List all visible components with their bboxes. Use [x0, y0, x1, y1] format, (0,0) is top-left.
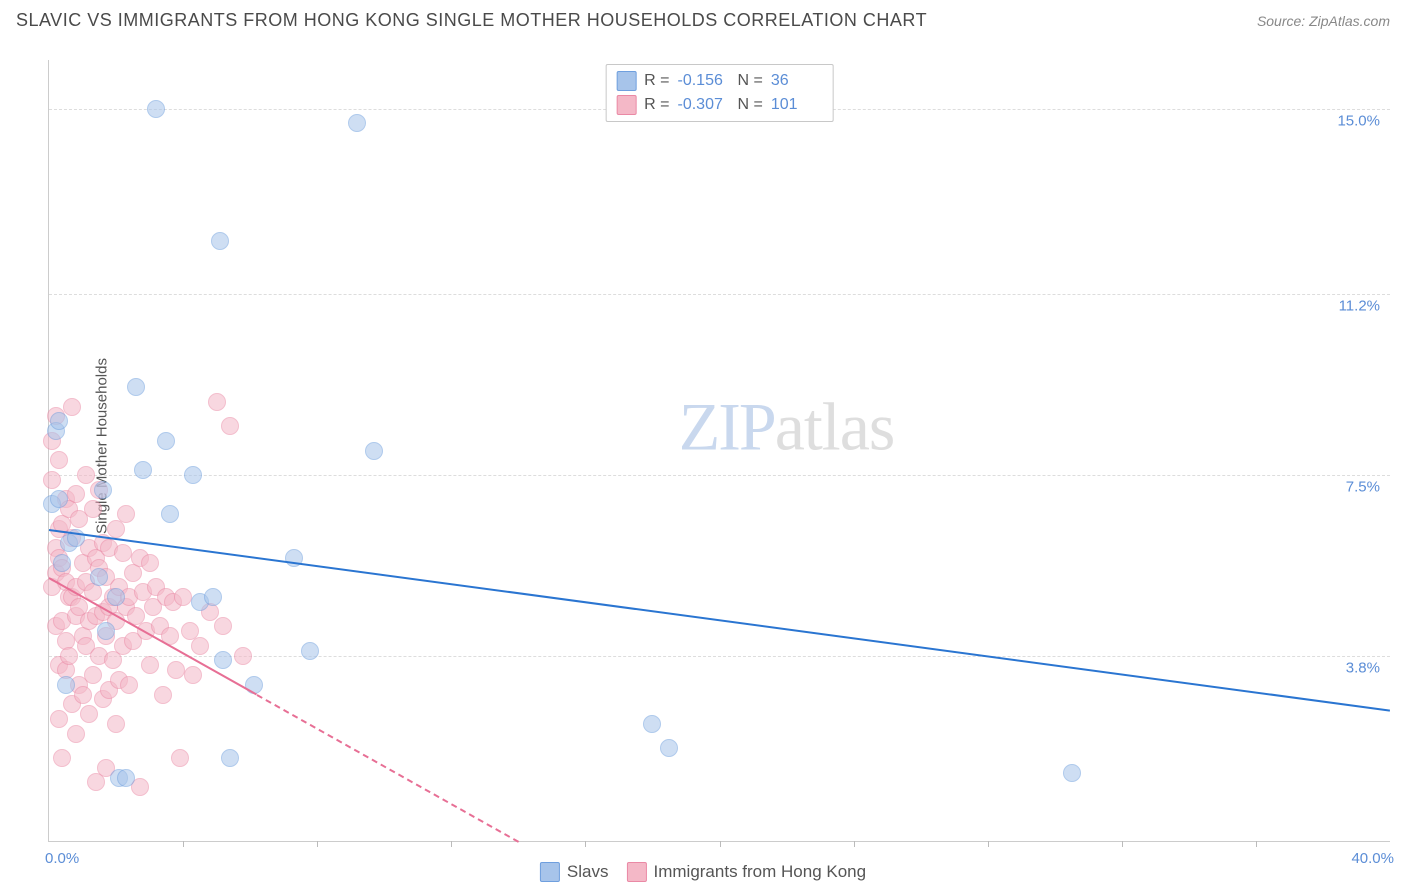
data-point [50, 490, 68, 508]
data-point [214, 651, 232, 669]
x-axis-max-label: 40.0% [1351, 850, 1394, 867]
data-point [84, 666, 102, 684]
x-tick [988, 841, 989, 847]
data-point [94, 481, 112, 499]
legend-label-slavs: Slavs [567, 862, 609, 882]
data-point [301, 642, 319, 660]
data-point [67, 485, 85, 503]
data-point [214, 617, 232, 635]
y-tick-label: 7.5% [1346, 478, 1380, 495]
data-point [157, 432, 175, 450]
data-point [174, 588, 192, 606]
data-point [184, 666, 202, 684]
correlation-stats-box: R = -0.156 N = 36 R = -0.307 N = 101 [605, 64, 834, 122]
legend-swatch-slavs [540, 862, 560, 882]
chart-title: SLAVIC VS IMMIGRANTS FROM HONG KONG SING… [16, 10, 927, 31]
data-point [90, 568, 108, 586]
legend-item-hk: Immigrants from Hong Kong [626, 862, 866, 882]
data-point [365, 442, 383, 460]
x-tick [183, 841, 184, 847]
data-point [107, 715, 125, 733]
stats-n-value-slavs: 36 [771, 69, 823, 93]
x-tick [317, 841, 318, 847]
stats-n-label: N = [738, 69, 763, 93]
data-point [117, 769, 135, 787]
data-point [171, 749, 189, 767]
data-point [127, 378, 145, 396]
data-point [97, 622, 115, 640]
stats-r-value-hk: -0.307 [678, 93, 730, 117]
data-point [141, 656, 159, 674]
data-point [80, 705, 98, 723]
bottom-legend: Slavs Immigrants from Hong Kong [540, 862, 866, 882]
data-point [107, 588, 125, 606]
data-point [348, 114, 366, 132]
watermark-zip: ZIP [679, 389, 775, 465]
swatch-slavs [616, 71, 636, 91]
data-point [63, 398, 81, 416]
data-point [74, 686, 92, 704]
data-point [114, 544, 132, 562]
data-point [53, 749, 71, 767]
data-point [660, 739, 678, 757]
data-point [84, 500, 102, 518]
data-point [643, 715, 661, 733]
x-tick [585, 841, 586, 847]
scatter-chart: ZIPatlas R = -0.156 N = 36 R = -0.307 N … [48, 60, 1390, 842]
data-point [134, 461, 152, 479]
x-tick [1256, 841, 1257, 847]
data-point [234, 647, 252, 665]
legend-label-hk: Immigrants from Hong Kong [653, 862, 866, 882]
x-tick [720, 841, 721, 847]
x-axis-min-label: 0.0% [45, 850, 79, 867]
data-point [147, 100, 165, 118]
data-point [221, 749, 239, 767]
data-point [60, 647, 78, 665]
data-point [221, 417, 239, 435]
data-point [167, 661, 185, 679]
data-point [191, 637, 209, 655]
stats-row-slavs: R = -0.156 N = 36 [616, 69, 823, 93]
data-point [117, 505, 135, 523]
data-point [50, 412, 68, 430]
data-point [120, 676, 138, 694]
legend-item-slavs: Slavs [540, 862, 609, 882]
data-point [67, 725, 85, 743]
data-point [50, 451, 68, 469]
stats-n-label: N = [738, 93, 763, 117]
gridline [49, 294, 1390, 295]
data-point [161, 505, 179, 523]
chart-source: Source: ZipAtlas.com [1257, 13, 1390, 29]
data-point [184, 466, 202, 484]
data-point [57, 676, 75, 694]
trend-line-dashed [256, 694, 518, 843]
data-point [208, 393, 226, 411]
x-tick [854, 841, 855, 847]
y-tick-label: 11.2% [1339, 298, 1380, 315]
gridline [49, 475, 1390, 476]
stats-r-label: R = [644, 69, 669, 93]
data-point [1063, 764, 1081, 782]
data-point [204, 588, 222, 606]
data-point [50, 710, 68, 728]
data-point [53, 554, 71, 572]
data-point [154, 686, 172, 704]
stats-r-label: R = [644, 93, 669, 117]
x-tick [1122, 841, 1123, 847]
stats-n-value-hk: 101 [771, 93, 823, 117]
stats-r-value-slavs: -0.156 [678, 69, 730, 93]
chart-header: SLAVIC VS IMMIGRANTS FROM HONG KONG SING… [0, 0, 1406, 37]
legend-swatch-hk [626, 862, 646, 882]
data-point [43, 471, 61, 489]
x-tick [451, 841, 452, 847]
watermark: ZIPatlas [679, 388, 895, 467]
data-point [211, 232, 229, 250]
data-point [77, 466, 95, 484]
data-point [141, 554, 159, 572]
stats-row-hk: R = -0.307 N = 101 [616, 93, 823, 117]
swatch-hk [616, 95, 636, 115]
y-tick-label: 15.0% [1337, 112, 1380, 129]
watermark-atlas: atlas [775, 389, 895, 465]
y-tick-label: 3.8% [1346, 659, 1380, 676]
